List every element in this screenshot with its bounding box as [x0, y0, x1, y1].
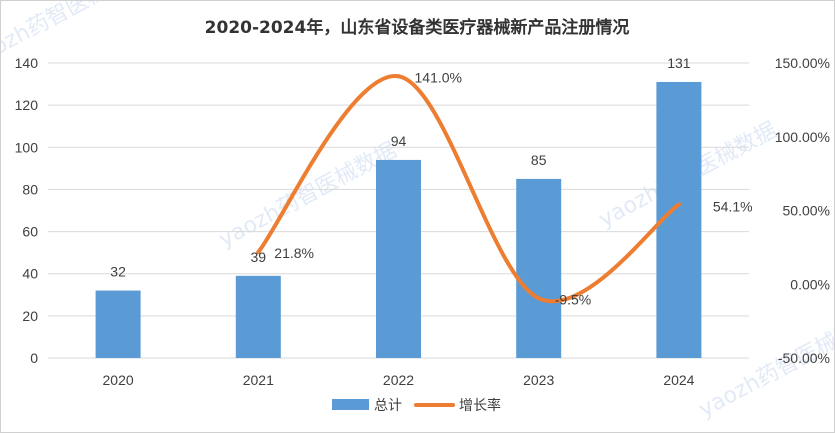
x-tick-label: 2024: [663, 372, 694, 388]
line-data-label: -9.5%: [555, 291, 592, 307]
legend-swatch-total: [332, 399, 369, 410]
chart-title: 2020-2024年，山东省设备类医疗器械新产品注册情况: [205, 17, 630, 38]
y-right-tick-label: 150.00%: [775, 55, 830, 71]
growth-rate-point-2021: [256, 250, 261, 255]
axis-layer: 0 20 40 60 80 100 120 140 -50.00% 0.00% 50.00% 100.…: [15, 55, 830, 388]
label-layer: 32 39 94 85 131 21.8% 141.0% -9.5% 54.1%: [110, 55, 752, 307]
y-left-tick-label: 20: [22, 308, 38, 324]
bar-data-label: 32: [110, 264, 126, 280]
growth-rate-point-2024: [676, 202, 681, 207]
line-data-label: 21.8%: [274, 245, 314, 261]
bar-data-label: 94: [391, 133, 407, 149]
x-tick-label: 2020: [103, 372, 134, 388]
bar-total-2020: [95, 290, 141, 358]
bar-total-2022: [376, 159, 421, 358]
y-right-tick-label: -50.00%: [778, 350, 830, 366]
y-left-tick-label: 40: [22, 266, 38, 282]
bar-data-label: 85: [531, 152, 547, 168]
bar-data-label: 131: [667, 55, 691, 71]
bar-total-2023: [516, 178, 562, 358]
y-right-tick-label: 0.00%: [790, 276, 830, 292]
legend-label-growth: 增长率: [459, 397, 501, 414]
growth-rate-point-2023: [536, 296, 541, 301]
y-left-tick-label: 120: [15, 97, 39, 113]
bar-total-2021: [235, 275, 281, 358]
y-left-tick-label: 80: [22, 181, 38, 197]
y-right-tick-label: 100.00%: [775, 129, 830, 145]
y-right-tick-label: 50.00%: [783, 203, 830, 219]
legend: 总计 增长率: [332, 397, 501, 414]
y-left-tick-label: 100: [15, 139, 39, 155]
line-data-label: 54.1%: [713, 198, 753, 214]
growth-rate-point-2022: [396, 74, 401, 79]
legend-label-total: 总计: [374, 398, 402, 414]
x-tick-label: 2021: [243, 372, 274, 388]
x-tick-label: 2023: [523, 372, 554, 388]
line-data-label: 141.0%: [415, 69, 462, 85]
x-tick-label: 2022: [383, 372, 414, 388]
bar-data-label: 39: [251, 249, 267, 265]
growth-rate-line: [256, 74, 681, 303]
y-left-tick-label: 0: [30, 350, 38, 366]
y-left-tick-label: 60: [22, 224, 38, 240]
line-layer: [256, 74, 681, 303]
watermark-text: yaozh药智医械数据: [215, 138, 401, 253]
y-left-tick-label: 140: [15, 55, 39, 71]
